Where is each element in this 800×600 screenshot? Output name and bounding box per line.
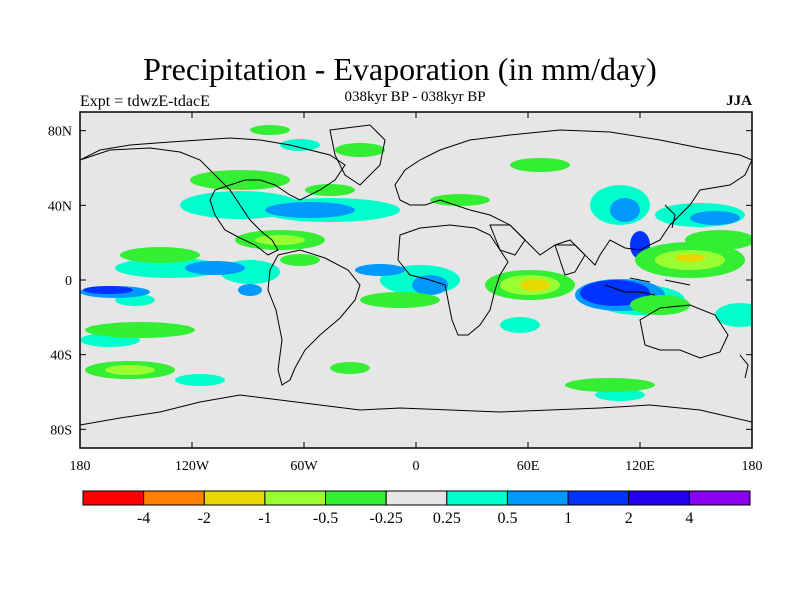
colorbar-swatch xyxy=(264,490,327,506)
colorbar-swatch xyxy=(628,490,690,506)
coast-india xyxy=(554,244,586,276)
colorbar: -4 -2 -1 -0.5 -0.25 0.25 0.5 1 2 4 xyxy=(82,490,751,527)
coast-greenland xyxy=(329,124,386,186)
anomaly-field xyxy=(80,124,752,426)
coast-japan xyxy=(664,204,676,229)
anomaly-strong-dry xyxy=(520,254,705,291)
lon-tick-label: 180 xyxy=(742,459,763,474)
lon-tick-label: 120W xyxy=(175,459,210,474)
lon-tick-label: 120E xyxy=(625,459,655,474)
coast-africa xyxy=(397,224,509,336)
coast-australia xyxy=(639,304,729,359)
coast-south-america xyxy=(267,249,361,386)
latitude-axis: 80N 40N 0 40S 80S xyxy=(48,125,752,438)
colorbar-label: -2 xyxy=(198,510,211,527)
coast-north-america xyxy=(80,137,346,256)
lon-tick-label: 60E xyxy=(517,459,540,474)
colorbar-label: -0.25 xyxy=(370,510,403,527)
chart-title: Precipitation - Evaporation (in mm/day) xyxy=(143,51,657,87)
colorbar-swatch xyxy=(506,490,569,506)
lat-tick-label: 80N xyxy=(48,125,72,140)
coast-antarctica xyxy=(80,394,752,426)
colorbar-label: 0.5 xyxy=(497,510,517,527)
lat-tick-label: 0 xyxy=(65,274,72,289)
colorbar-swatch xyxy=(446,490,508,506)
colorbar-label: 2 xyxy=(625,510,633,527)
anomaly-dry xyxy=(105,235,725,375)
colorbar-swatch xyxy=(385,490,448,506)
chart-subtitle: 038kyr BP - 038kyr BP xyxy=(344,89,486,105)
season-label: JJA xyxy=(726,93,752,109)
lon-tick-label: 60W xyxy=(290,459,318,474)
lat-tick-label: 80S xyxy=(50,423,72,438)
colorbar-label: -1 xyxy=(258,510,271,527)
coast-new-zealand xyxy=(739,354,749,379)
colorbar-label: 4 xyxy=(685,510,693,527)
lon-tick-label: 180 xyxy=(70,459,91,474)
colorbar-swatch xyxy=(203,490,266,506)
colorbar-swatch xyxy=(143,490,205,506)
lat-tick-label: 40S xyxy=(50,349,72,364)
coast-arabia xyxy=(489,224,526,256)
colorbar-swatch xyxy=(82,490,145,506)
colorbar-label: 0.25 xyxy=(433,510,461,527)
longitude-axis: 180 120W 60W 0 60E 120E 180 xyxy=(70,112,763,474)
coast-eurasia xyxy=(394,129,752,266)
experiment-label: Expt = tdwzE-tdacE xyxy=(80,93,210,110)
coast-indonesia xyxy=(604,277,691,296)
colorbar-swatch xyxy=(325,490,387,506)
coastlines xyxy=(80,124,752,426)
colorbar-swatch xyxy=(688,490,751,506)
colorbar-label: -4 xyxy=(137,510,150,527)
lat-tick-label: 40N xyxy=(48,199,72,214)
lon-tick-label: 0 xyxy=(413,459,420,474)
colorbar-label: -0.5 xyxy=(313,510,338,527)
colorbar-label: 1 xyxy=(564,510,572,527)
colorbar-swatch xyxy=(567,490,630,506)
